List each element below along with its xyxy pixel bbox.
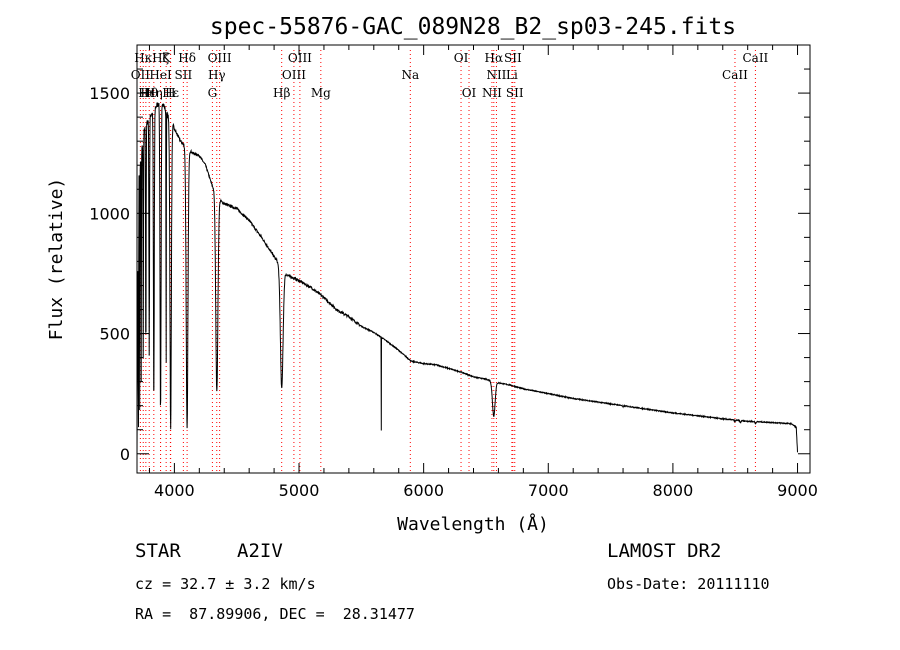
line-marker-label: Hε [162,86,179,100]
line-marker-label: SII [504,51,522,65]
line-marker-label: Hδ [178,51,196,65]
line-marker-label: SII [506,86,524,100]
line-marker-label: Hα [485,51,504,65]
y-tick-label: 0 [120,445,130,464]
line-marker-label: Hγ [208,68,226,82]
coordinates: RA = 87.89906, DEC = 28.31477 [135,605,415,623]
line-marker-label: SII [175,68,193,82]
y-tick-label: 1000 [89,204,130,223]
spectrum-line [136,102,798,457]
x-tick-label: 5000 [279,481,320,500]
x-tick-label: 4000 [154,481,195,500]
plot-frame [136,44,811,474]
object-type: STAR [135,540,181,562]
y-tick-label: 1500 [89,84,130,103]
line-marker-label: G [208,86,218,100]
line-marker-label: OIII [288,51,312,65]
y-axis-label: Flux (relative) [46,178,67,341]
chart-title: spec-55876-GAC_089N28_B2_sp03-245.fits [210,14,736,40]
x-tick-label: 9000 [777,481,818,500]
line-marker-label: Hθ [140,86,158,100]
x-axis-label: Wavelength (Å) [397,513,549,535]
x-tick-label: 7000 [528,481,569,500]
line-marker-label: OI [462,86,477,100]
line-marker-label: OIII [282,68,306,82]
line-marker-label: Li [506,68,518,82]
line-marker-label: OI [454,51,469,65]
y-axis-ticks: 0 500 1000 1500 [89,68,810,464]
line-marker-label: Hζ [152,51,169,65]
line-marker-label: Hβ [273,86,290,100]
obs-date: Obs-Date: 20111110 [607,575,770,593]
line-marker-label: CaII [742,51,768,65]
x-tick-label: 8000 [653,481,694,500]
x-tick-label: 6000 [403,481,444,500]
line-marker-label: Hκ [134,51,152,65]
line-marker-label: Mg [311,86,331,100]
line-marker-label: K [162,51,172,65]
line-marker-label: Hη [145,86,163,100]
x-axis-ticks: 4000 5000 6000 7000 8000 9000 [148,45,818,500]
line-marker-label: NII [482,86,502,100]
line-marker-label: CaII [722,68,748,82]
y-tick-label: 500 [99,325,130,344]
line-marker-label: NII [486,68,506,82]
line-markers [139,50,756,473]
line-marker-label: HeI [149,68,172,82]
line-marker-label: H [165,86,175,100]
cz-value: cz = 32.7 ± 3.2 km/s [135,575,316,593]
spectral-subclass: A2IV [237,540,283,562]
survey-name: LAMOST DR2 [607,540,722,562]
line-marker-label: OIII [208,51,232,65]
line-marker-label: Na [401,68,419,82]
line-marker-label: OII [131,68,151,82]
